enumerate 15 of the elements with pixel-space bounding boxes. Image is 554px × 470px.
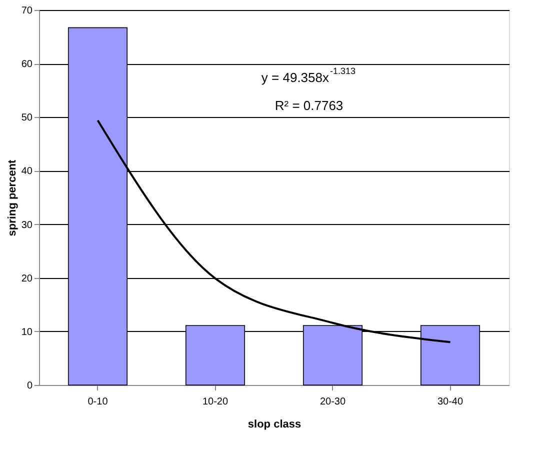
y-tick-label: 40 [21,166,33,178]
y-tick-label: 0 [26,380,33,392]
x-axis-title: slop class [248,418,302,430]
y-tick-label: 30 [21,220,33,231]
x-tick-label: 0-10 [88,396,108,408]
y-tick-label: 20 [21,273,33,284]
x-tick-label: 30-40 [437,396,464,408]
y-tick-label: 10 [21,326,33,338]
annotation: R² = 0.7763 [274,98,344,113]
x-tick-label: 10-20 [202,396,228,408]
y-axis-title: spring percent [6,159,18,236]
y-tick-label: 70 [21,6,33,16]
y-tick-label: 50 [21,112,33,124]
x-tick-label: 20-30 [320,396,346,408]
y-tick-label: 60 [21,59,33,70]
